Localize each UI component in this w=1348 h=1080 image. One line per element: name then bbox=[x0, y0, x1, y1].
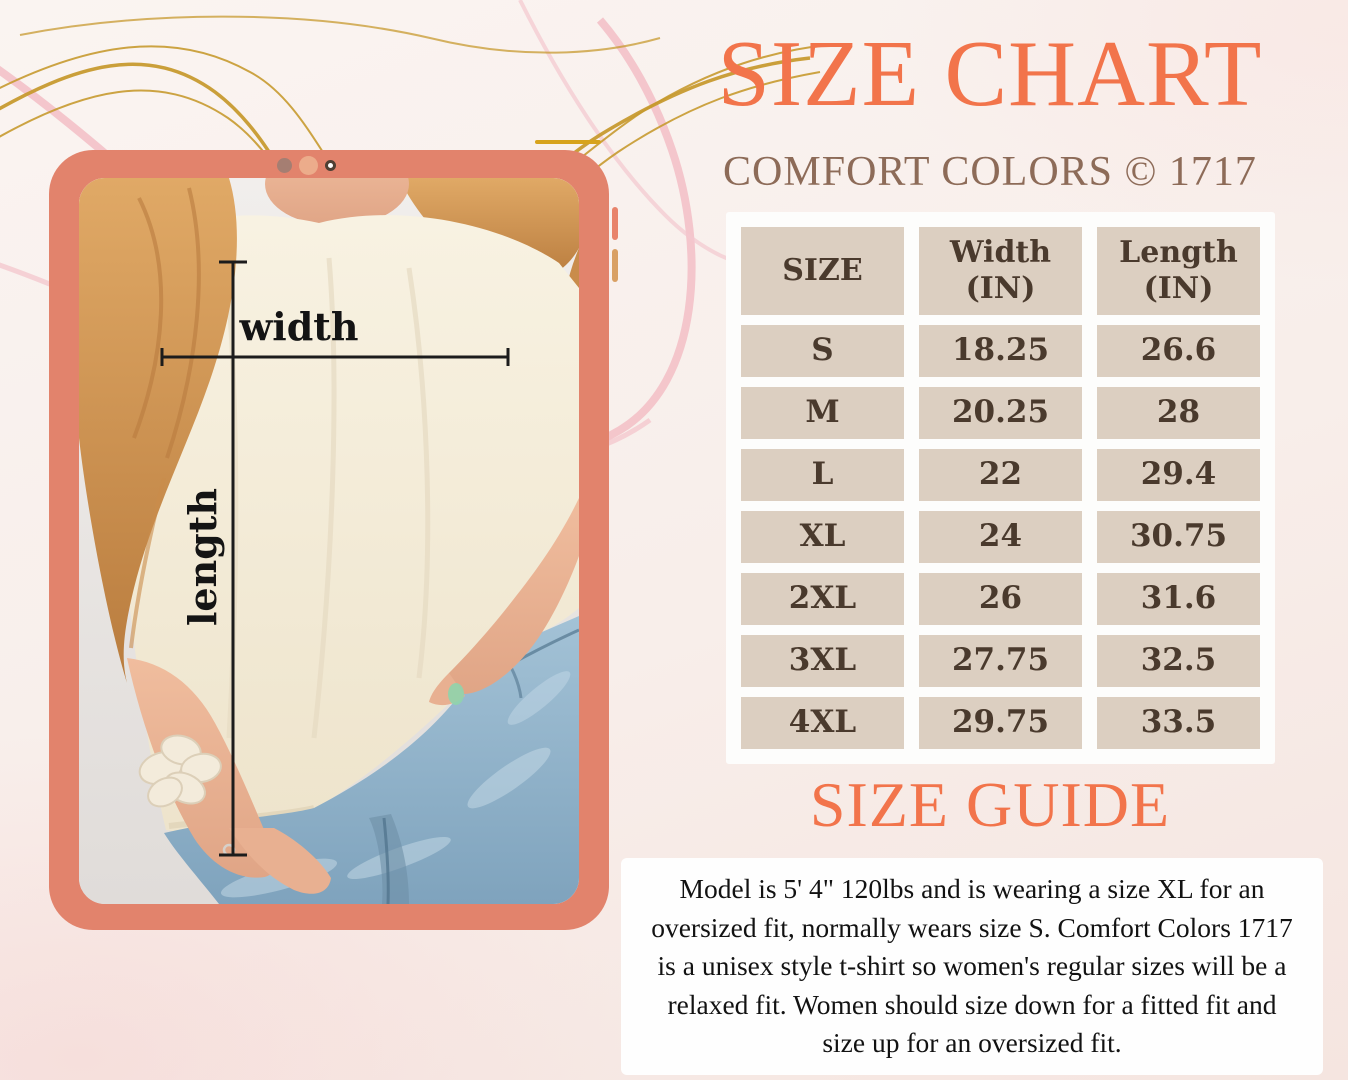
table-header-length: Length (IN) bbox=[1097, 227, 1260, 315]
table-cell: 29.4 bbox=[1097, 449, 1260, 501]
table-cell: 31.6 bbox=[1097, 573, 1260, 625]
length-measure-label: length bbox=[180, 488, 225, 626]
table-cell: 33.5 bbox=[1097, 697, 1260, 749]
table-cell: 28 bbox=[1097, 387, 1260, 439]
table-cell: M bbox=[741, 387, 904, 439]
table-cell: 22 bbox=[919, 449, 1082, 501]
table-cell: 32.5 bbox=[1097, 635, 1260, 687]
tablet-side-button bbox=[612, 207, 618, 240]
table-cell: 3XL bbox=[741, 635, 904, 687]
table-header-size: SIZE bbox=[741, 227, 904, 315]
camera-dot-icon bbox=[325, 159, 336, 171]
table-cell: 4XL bbox=[741, 697, 904, 749]
width-measure-label: width bbox=[239, 304, 359, 349]
table-cell: 18.25 bbox=[919, 325, 1082, 377]
bezel-dot bbox=[299, 155, 318, 175]
size-guide-heading: SIZE GUIDE bbox=[809, 769, 1171, 840]
model-photo-illustration bbox=[79, 178, 579, 904]
table-cell: 24 bbox=[919, 511, 1082, 563]
table-cell: S bbox=[741, 325, 904, 377]
header-label: SIZE bbox=[782, 253, 863, 288]
gold-accent-line bbox=[535, 140, 601, 144]
header-unit: (IN) bbox=[1143, 271, 1214, 306]
model-photo: width length bbox=[79, 178, 579, 904]
bezel-dots bbox=[277, 153, 336, 177]
table-header-width: Width (IN) bbox=[919, 227, 1082, 315]
size-guide-text-box: Model is 5' 4" 120lbs and is wearing a s… bbox=[621, 858, 1323, 1075]
table-cell: 29.75 bbox=[919, 697, 1082, 749]
table-cell: 30.75 bbox=[1097, 511, 1260, 563]
table-cell: XL bbox=[741, 511, 904, 563]
photo-frame: width length bbox=[49, 140, 618, 930]
table-cell: 20.25 bbox=[919, 387, 1082, 439]
header-label: Length bbox=[1119, 235, 1238, 270]
bezel-dot bbox=[277, 157, 292, 173]
table-cell: L bbox=[741, 449, 904, 501]
size-table: SIZE Width (IN) Length (IN) S 18.25 26.6… bbox=[726, 212, 1275, 764]
tablet-side-button bbox=[612, 249, 618, 282]
header-unit: (IN) bbox=[965, 271, 1036, 306]
table-cell: 26 bbox=[919, 573, 1082, 625]
table-cell: 2XL bbox=[741, 573, 904, 625]
measurement-lines bbox=[160, 260, 510, 857]
page-subtitle: COMFORT COLORS © 1717 bbox=[723, 149, 1257, 195]
size-guide-body: Model is 5' 4" 120lbs and is wearing a s… bbox=[651, 873, 1293, 1058]
page-title: SIZE CHART bbox=[717, 22, 1263, 126]
table-cell: 27.75 bbox=[919, 635, 1082, 687]
table-cell: 26.6 bbox=[1097, 325, 1260, 377]
header-label: Width bbox=[949, 235, 1052, 270]
